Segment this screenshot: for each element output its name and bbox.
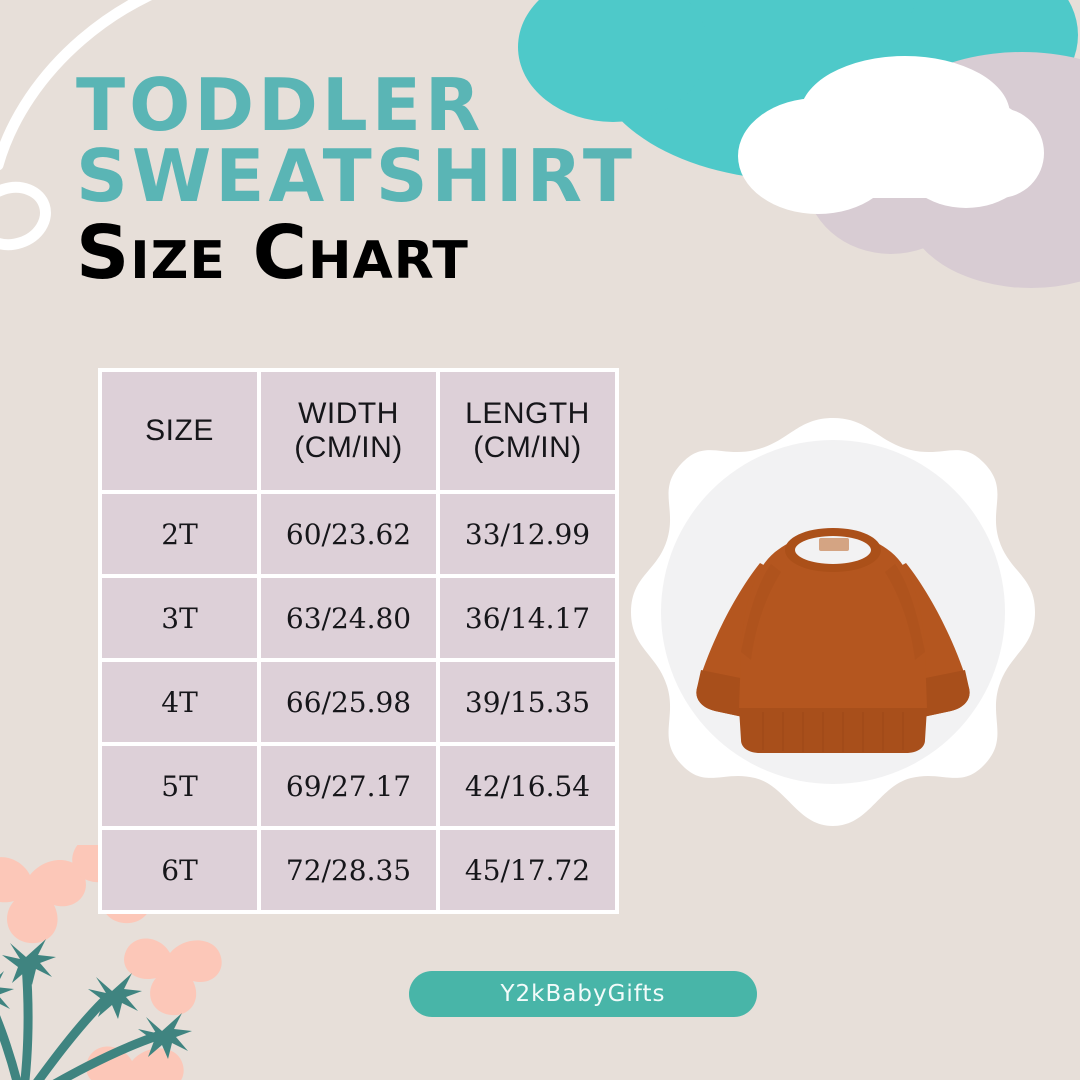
shop-name-label: Y2kBabyGifts [500, 981, 666, 1007]
column-header-length-label: LENGTH [465, 397, 590, 431]
cloud-mauve-icon [806, 52, 1080, 288]
table-row: 2T 60/23.62 33/12.99 [102, 494, 615, 574]
cell-size: 6T [102, 830, 257, 910]
cell-width: 69/27.17 [261, 746, 436, 826]
column-header-width-unit: (CM/IN) [294, 431, 403, 464]
cell-width: 66/25.98 [261, 662, 436, 742]
cell-length: 42/16.54 [440, 746, 615, 826]
title-line-1: TODDLER [76, 63, 485, 147]
product-photo [623, 412, 1043, 832]
column-header-size: SIZE [102, 372, 257, 490]
column-header-length: LENGTH (CM/IN) [440, 372, 615, 490]
table-row: 6T 72/28.35 45/17.72 [102, 830, 615, 910]
cloud-teal-icon [518, 0, 1078, 180]
shop-name-badge[interactable]: Y2kBabyGifts [409, 971, 757, 1017]
cell-size: 4T [102, 662, 257, 742]
cell-size: 5T [102, 746, 257, 826]
table-row: 4T 66/25.98 39/15.35 [102, 662, 615, 742]
cell-size: 2T [102, 494, 257, 574]
cloud-white-icon [738, 56, 1036, 214]
cell-width: 63/24.80 [261, 578, 436, 658]
cell-length: 36/14.17 [440, 578, 615, 658]
cell-width: 72/28.35 [261, 830, 436, 910]
cell-length: 45/17.72 [440, 830, 615, 910]
column-header-width: WIDTH (CM/IN) [261, 372, 436, 490]
sweatshirt-graphic [696, 528, 970, 753]
table-row: 5T 69/27.17 42/16.54 [102, 746, 615, 826]
cell-length: 39/15.35 [440, 662, 615, 742]
column-header-length-unit: (CM/IN) [473, 431, 582, 464]
cell-width: 60/23.62 [261, 494, 436, 574]
column-header-width-label: WIDTH [298, 397, 399, 431]
table-row: 3T 63/24.80 36/14.17 [102, 578, 615, 658]
page-title-block: TODDLER SWEATSHIRT Size Chart [76, 63, 636, 297]
cell-length: 33/12.99 [440, 494, 615, 574]
cell-size: 3T [102, 578, 257, 658]
page-subtitle: Size Chart [76, 210, 469, 297]
cloud-white-base-icon [744, 108, 1044, 198]
title-line-2: SWEATSHIRT [76, 133, 636, 218]
column-header-size-label: SIZE [145, 414, 214, 448]
size-chart-table: SIZE WIDTH (CM/IN) LENGTH (CM/IN) 2T 60/… [98, 368, 619, 914]
table-header-row: SIZE WIDTH (CM/IN) LENGTH (CM/IN) [102, 372, 615, 490]
